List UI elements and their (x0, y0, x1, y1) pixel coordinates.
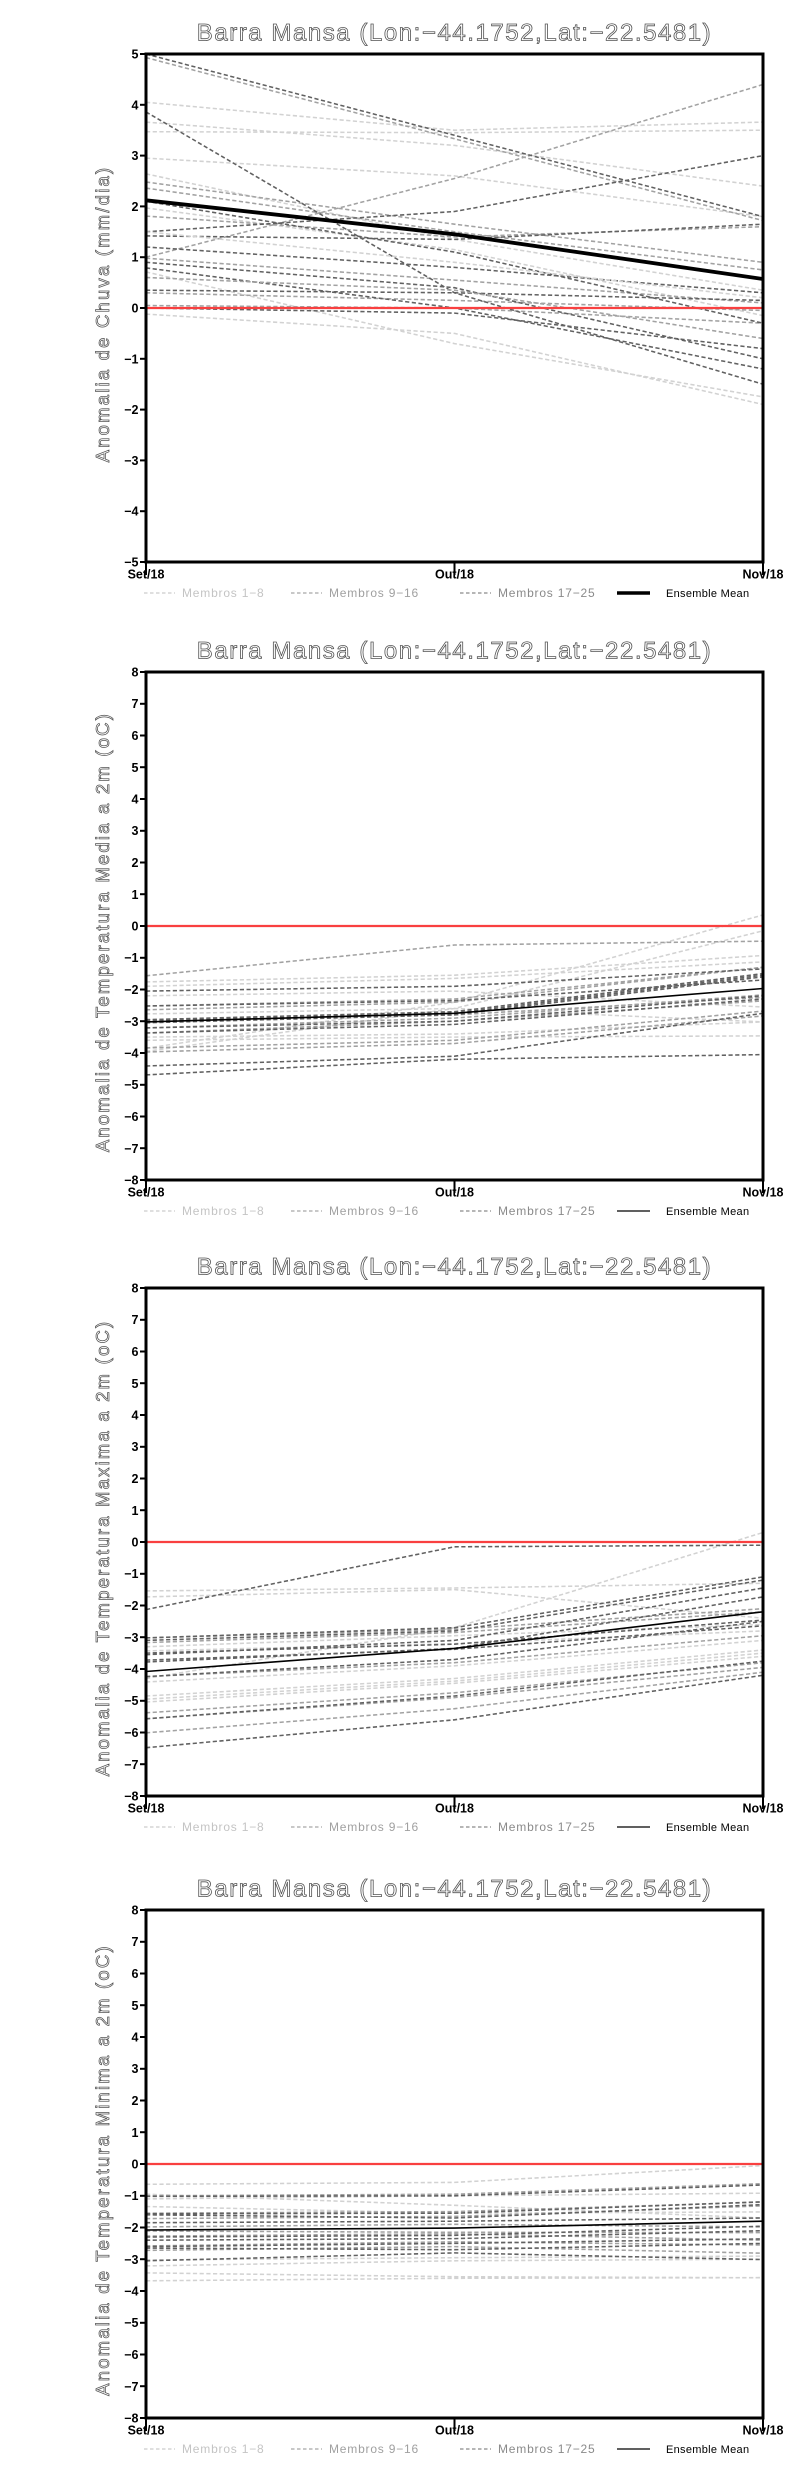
svg-text:Nov/18: Nov/18 (743, 2424, 784, 2438)
svg-text:Ensemble Mean: Ensemble Mean (666, 2444, 749, 2456)
svg-text:1: 1 (132, 251, 139, 265)
svg-text:Membros 9−16: Membros 9−16 (329, 2442, 419, 2456)
svg-text:−5: −5 (124, 1078, 138, 1092)
svg-text:Ensemble Mean: Ensemble Mean (666, 588, 749, 600)
svg-text:3: 3 (132, 1440, 139, 1454)
svg-text:−5: −5 (124, 2316, 138, 2330)
svg-text:Barra Mansa (Lon:−44.1752,Lat:: Barra Mansa (Lon:−44.1752,Lat:−22.5481) (197, 20, 712, 47)
svg-text:−6: −6 (124, 1726, 138, 1740)
svg-text:3: 3 (132, 824, 139, 838)
svg-text:5: 5 (132, 1999, 139, 2013)
svg-text:−3: −3 (124, 454, 138, 468)
svg-text:7: 7 (132, 1313, 139, 1327)
svg-text:1: 1 (132, 1504, 139, 1518)
svg-text:Membros 9−16: Membros 9−16 (329, 586, 419, 600)
svg-text:−7: −7 (124, 1758, 138, 1772)
svg-text:−3: −3 (124, 1015, 138, 1029)
svg-text:Membros 9−16: Membros 9−16 (329, 1204, 419, 1218)
svg-text:Membros 17−25: Membros 17−25 (498, 2442, 595, 2456)
svg-text:0: 0 (132, 1536, 139, 1550)
svg-text:Membros 1−8: Membros 1−8 (182, 2442, 265, 2456)
svg-text:8: 8 (132, 1904, 139, 1918)
svg-text:4: 4 (132, 1409, 139, 1423)
svg-text:Set/18: Set/18 (128, 568, 165, 582)
svg-text:−4: −4 (124, 1663, 138, 1677)
svg-text:6: 6 (132, 1967, 139, 1981)
svg-text:8: 8 (132, 1282, 139, 1296)
svg-text:Anomalia de Temperatura Maxima: Anomalia de Temperatura Maxima a 2m (oC) (92, 1320, 113, 1777)
svg-text:Membros 1−8: Membros 1−8 (182, 1820, 265, 1834)
svg-text:2: 2 (132, 200, 139, 214)
svg-text:Out/18: Out/18 (435, 1186, 474, 1200)
svg-text:Barra Mansa (Lon:−44.1752,Lat:: Barra Mansa (Lon:−44.1752,Lat:−22.5481) (197, 638, 712, 665)
svg-text:4: 4 (132, 2031, 139, 2045)
svg-text:−2: −2 (124, 983, 138, 997)
svg-text:5: 5 (132, 48, 139, 62)
svg-text:−4: −4 (124, 1047, 138, 1061)
svg-text:0: 0 (132, 302, 139, 316)
svg-text:1: 1 (132, 888, 139, 902)
svg-text:Nov/18: Nov/18 (743, 568, 784, 582)
svg-text:1: 1 (132, 2126, 139, 2140)
svg-text:3: 3 (132, 2062, 139, 2076)
svg-text:−1: −1 (124, 352, 138, 366)
svg-text:4: 4 (132, 98, 139, 112)
svg-text:Barra Mansa (Lon:−44.1752,Lat:: Barra Mansa (Lon:−44.1752,Lat:−22.5481) (197, 1876, 712, 1903)
svg-text:Out/18: Out/18 (435, 1802, 474, 1816)
svg-text:−5: −5 (124, 1694, 138, 1708)
svg-text:−7: −7 (124, 2380, 138, 2394)
svg-text:Membros 1−8: Membros 1−8 (182, 1204, 265, 1218)
svg-text:7: 7 (132, 1935, 139, 1949)
svg-text:Nov/18: Nov/18 (743, 1802, 784, 1816)
svg-text:−1: −1 (124, 951, 138, 965)
svg-text:Anomalia de Chuva (mm/dia): Anomalia de Chuva (mm/dia) (92, 166, 113, 463)
svg-text:2: 2 (132, 1472, 139, 1486)
svg-text:Membros 9−16: Membros 9−16 (329, 1820, 419, 1834)
svg-text:−4: −4 (124, 505, 138, 519)
svg-text:−8: −8 (124, 2412, 138, 2426)
svg-text:Membros 17−25: Membros 17−25 (498, 1204, 595, 1218)
svg-text:Anomalia de Temperatura Media: Anomalia de Temperatura Media a 2m (oC) (92, 712, 113, 1152)
svg-text:Set/18: Set/18 (128, 2424, 165, 2438)
svg-text:−4: −4 (124, 2285, 138, 2299)
svg-text:−8: −8 (124, 1174, 138, 1188)
svg-text:−3: −3 (124, 2253, 138, 2267)
svg-text:Set/18: Set/18 (128, 1802, 165, 1816)
svg-text:Membros 17−25: Membros 17−25 (498, 586, 595, 600)
svg-text:Barra Mansa (Lon:−44.1752,Lat:: Barra Mansa (Lon:−44.1752,Lat:−22.5481) (197, 1254, 712, 1281)
svg-text:7: 7 (132, 697, 139, 711)
svg-text:Set/18: Set/18 (128, 1186, 165, 1200)
svg-text:8: 8 (132, 666, 139, 680)
svg-text:Anomalia de Temperatura Minima: Anomalia de Temperatura Minima a 2m (oC) (92, 1944, 113, 2396)
svg-text:2: 2 (132, 2094, 139, 2108)
svg-text:Out/18: Out/18 (435, 2424, 474, 2438)
svg-text:−6: −6 (124, 2348, 138, 2362)
svg-text:2: 2 (132, 856, 139, 870)
svg-text:5: 5 (132, 761, 139, 775)
svg-text:0: 0 (132, 2158, 139, 2172)
svg-text:Nov/18: Nov/18 (743, 1186, 784, 1200)
svg-text:6: 6 (132, 729, 139, 743)
svg-text:Membros 17−25: Membros 17−25 (498, 1820, 595, 1834)
svg-text:−1: −1 (124, 1567, 138, 1581)
svg-text:3: 3 (132, 149, 139, 163)
svg-text:4: 4 (132, 793, 139, 807)
svg-text:−2: −2 (124, 2221, 138, 2235)
svg-text:−2: −2 (124, 1599, 138, 1613)
svg-text:−6: −6 (124, 1110, 138, 1124)
svg-text:6: 6 (132, 1345, 139, 1359)
svg-text:0: 0 (132, 920, 139, 934)
svg-text:−8: −8 (124, 1790, 138, 1804)
svg-text:−5: −5 (124, 556, 138, 570)
svg-text:5: 5 (132, 1377, 139, 1391)
svg-text:Ensemble Mean: Ensemble Mean (666, 1822, 749, 1834)
svg-text:Ensemble Mean: Ensemble Mean (666, 1206, 749, 1218)
svg-text:Out/18: Out/18 (435, 568, 474, 582)
svg-text:Membros 1−8: Membros 1−8 (182, 586, 265, 600)
svg-text:−1: −1 (124, 2189, 138, 2203)
svg-text:−7: −7 (124, 1142, 138, 1156)
svg-text:−3: −3 (124, 1631, 138, 1645)
svg-text:−2: −2 (124, 403, 138, 417)
